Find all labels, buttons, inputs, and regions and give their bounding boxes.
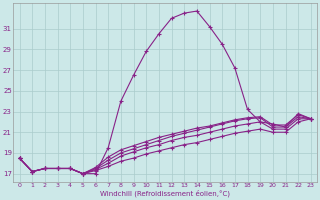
X-axis label: Windchill (Refroidissement éolien,°C): Windchill (Refroidissement éolien,°C) — [100, 190, 230, 197]
